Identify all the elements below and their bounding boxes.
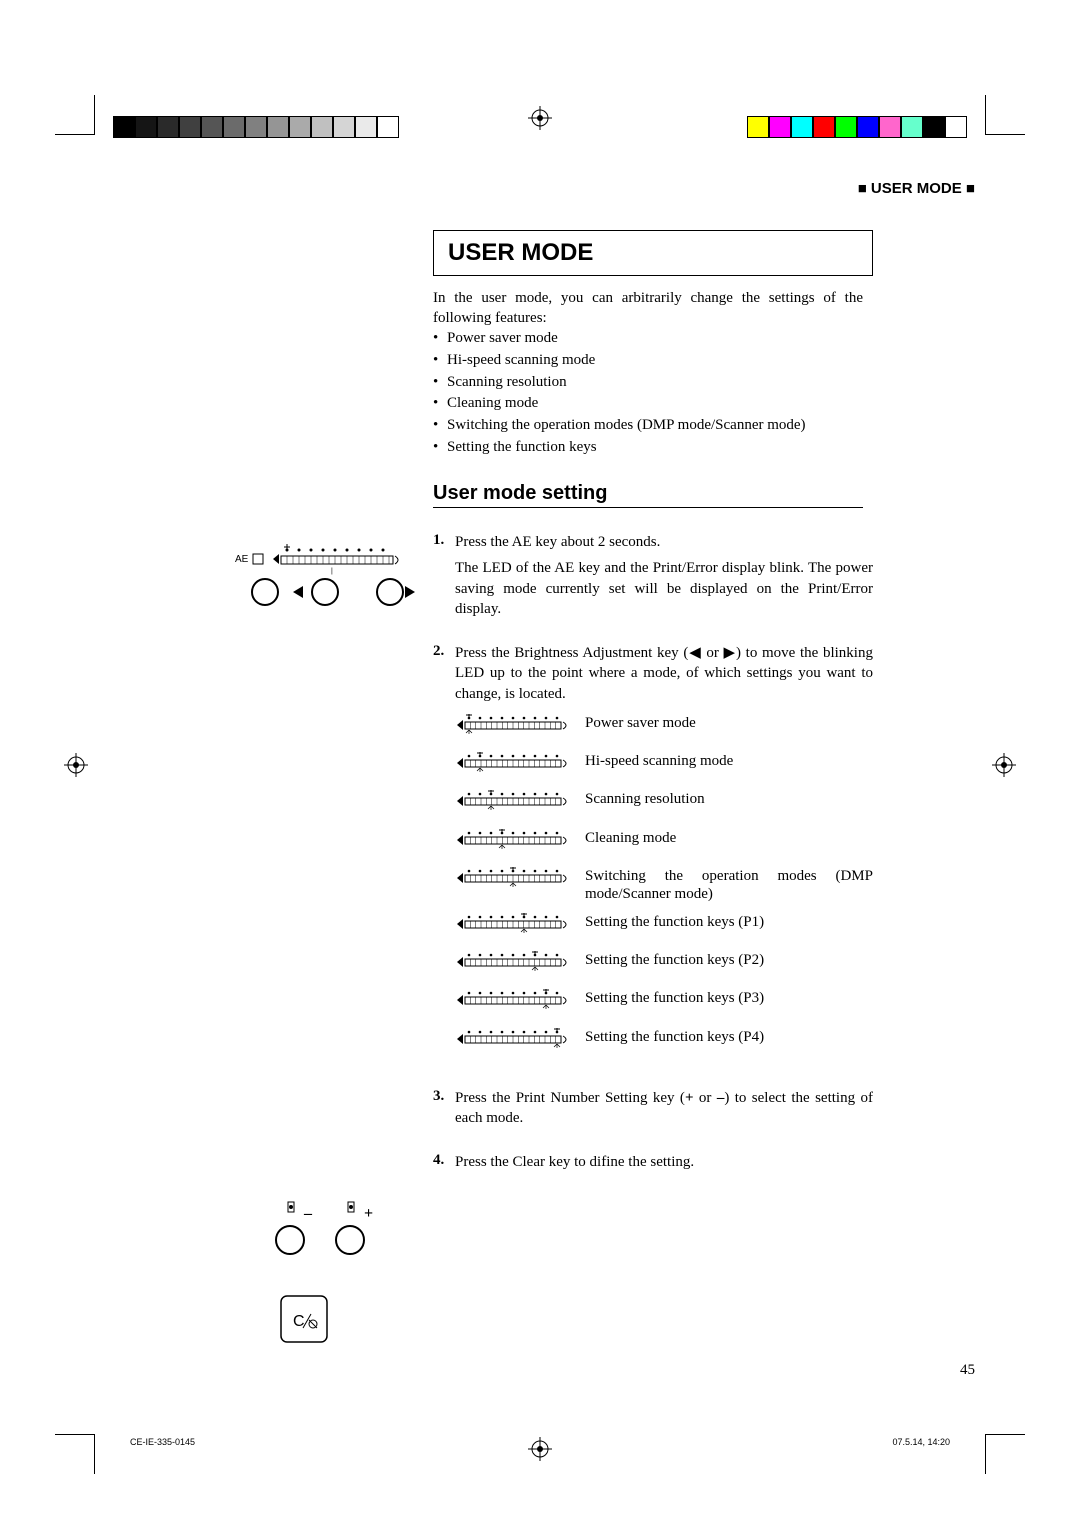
- feature-item: Cleaning mode: [433, 393, 863, 415]
- led-bar-icon: [455, 1028, 585, 1056]
- crop-mark-br: [985, 1434, 1025, 1474]
- led-bar-icon: [455, 951, 585, 979]
- step-4: 4. Press the Clear key to difine the set…: [433, 1152, 873, 1178]
- step-1-line1: Press the AE key about 2 seconds.: [455, 532, 873, 552]
- feature-item: Hi-speed scanning mode: [433, 350, 863, 372]
- feature-list: Power saver modeHi-speed scanning modeSc…: [433, 328, 863, 459]
- color-calibration-bar: [747, 116, 967, 138]
- mode-label: Cleaning mode: [585, 829, 676, 847]
- step-2-a: Press the Brightness Adjustment key (: [455, 645, 688, 661]
- mode-row: Setting the function keys (P4): [455, 1028, 873, 1056]
- step-4-text: Press the Clear key to difine the settin…: [455, 1152, 873, 1172]
- step-1-line2: The LED of the AE key and the Print/Erro…: [455, 558, 873, 619]
- step-3: 3. Press the Print Number Setting key (+…: [433, 1088, 873, 1135]
- led-bar-icon: [455, 714, 585, 742]
- step-2-text: Press the Brightness Adjustment key (◀ o…: [455, 643, 873, 704]
- right-triangle-icon: ▶: [724, 645, 736, 661]
- crop-mark-tl: [55, 95, 95, 135]
- step-2-num: 2.: [433, 643, 455, 1070]
- step-1-num: 1.: [433, 532, 455, 625]
- footer-metadata: CE-IE-335-01 45 07.5.14, 14:20: [130, 1437, 950, 1447]
- footer-center: 45: [185, 1437, 195, 1447]
- led-bar-icon: [455, 913, 585, 941]
- ae-label-text: AE: [235, 554, 249, 565]
- mode-label: Power saver mode: [585, 714, 696, 732]
- grayscale-calibration-bar: [113, 116, 399, 138]
- page-number: 45: [960, 1362, 975, 1379]
- led-bar-icon: [455, 989, 585, 1017]
- clear-key-diagram: C: [275, 1290, 345, 1355]
- registration-mark-left: [64, 753, 88, 777]
- mode-label: Switching the operation modes (DMP mode/…: [585, 867, 873, 903]
- page-content: ■ USER MODE ■ USER MODE In the user mode…: [105, 180, 975, 1379]
- print-number-diagram: – +: [270, 1200, 390, 1265]
- mode-label: Setting the function keys (P3): [585, 989, 764, 1007]
- mode-label: Setting the function keys (P1): [585, 913, 764, 931]
- svg-text:|: |: [331, 568, 333, 575]
- ae-key-diagram: AE |: [235, 540, 420, 615]
- mode-indicator-list: Power saver mode Hi-speed scanning mode Sc…: [455, 714, 873, 1056]
- step-2-b: or: [702, 645, 724, 661]
- feature-item: Scanning resolution: [433, 372, 863, 394]
- mode-row: Setting the function keys (P3): [455, 989, 873, 1017]
- mode-label: Scanning resolution: [585, 790, 705, 808]
- svg-text:–: –: [303, 1205, 313, 1222]
- step-4-num: 4.: [433, 1152, 455, 1178]
- section-header: ■ USER MODE ■: [858, 180, 975, 197]
- step-3-text: Press the Print Number Setting key (+ or…: [455, 1088, 873, 1129]
- mode-label: Setting the function keys (P2): [585, 951, 764, 969]
- mode-label: Hi-speed scanning mode: [585, 752, 733, 770]
- led-bar-icon: [455, 829, 585, 857]
- step-3-a: Press the Print Number Setting key (: [455, 1090, 685, 1106]
- led-bar-icon: [455, 867, 585, 895]
- mode-row: Setting the function keys (P2): [455, 951, 873, 979]
- feature-item: Setting the function keys: [433, 437, 863, 459]
- step-2: 2. Press the Brightness Adjustment key (…: [433, 643, 873, 1070]
- crop-mark-tr: [985, 95, 1025, 135]
- step-3-num: 3.: [433, 1088, 455, 1135]
- footer-left: CE-IE-335-01: [130, 1437, 185, 1447]
- footer-right: 07.5.14, 14:20: [892, 1437, 950, 1447]
- led-bar-icon: [455, 752, 585, 780]
- step-1: 1. Press the AE key about 2 seconds. The…: [433, 532, 873, 625]
- subheading: User mode setting: [433, 482, 863, 508]
- mode-label: Setting the function keys (P4): [585, 1028, 764, 1046]
- registration-mark-top: [528, 106, 552, 130]
- mode-row: Switching the operation modes (DMP mode/…: [455, 867, 873, 903]
- mode-row: Scanning resolution: [455, 790, 873, 818]
- left-triangle-icon: ◀: [688, 645, 701, 661]
- registration-mark-right: [992, 753, 1016, 777]
- page-title: USER MODE: [433, 230, 873, 276]
- feature-item: Switching the operation modes (DMP mode/…: [433, 415, 863, 437]
- step-3-or: or: [694, 1090, 717, 1106]
- feature-item: Power saver mode: [433, 328, 863, 350]
- mode-row: Cleaning mode: [455, 829, 873, 857]
- intro-text: In the user mode, you can arbitrarily ch…: [433, 288, 863, 329]
- svg-text:+: +: [364, 1205, 373, 1222]
- led-bar-icon: [455, 790, 585, 818]
- steps-list: 1. Press the AE key about 2 seconds. The…: [433, 532, 873, 1197]
- mode-row: Hi-speed scanning mode: [455, 752, 873, 780]
- mode-row: Setting the function keys (P1): [455, 913, 873, 941]
- crop-mark-bl: [55, 1434, 95, 1474]
- mode-row: Power saver mode: [455, 714, 873, 742]
- plus-symbol: +: [685, 1090, 694, 1106]
